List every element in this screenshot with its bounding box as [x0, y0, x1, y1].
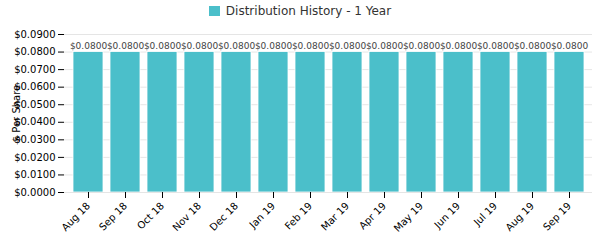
svg-text:Jan 19: Jan 19: [247, 200, 278, 231]
svg-text:$0.0800: $0.0800: [329, 41, 366, 51]
svg-text:Aug 18: Aug 18: [59, 200, 92, 233]
svg-text:$0.0600: $0.0600: [14, 81, 56, 93]
svg-text:Nov 18: Nov 18: [170, 200, 203, 233]
svg-text:$0.0800: $0.0800: [366, 41, 403, 51]
svg-text:Oct 18: Oct 18: [135, 200, 166, 231]
svg-text:Apr 19: Apr 19: [357, 200, 388, 231]
svg-text:Sep 18: Sep 18: [97, 200, 129, 232]
svg-text:$0.0800: $0.0800: [514, 41, 551, 51]
svg-text:$0.0800: $0.0800: [292, 41, 329, 51]
svg-text:$0.0800: $0.0800: [551, 41, 588, 51]
svg-text:$0.0300: $0.0300: [14, 134, 56, 145]
svg-text:$0.0800: $0.0800: [107, 41, 144, 51]
svg-text:Jul 19: Jul 19: [471, 200, 499, 228]
svg-text:Mar 19: Mar 19: [319, 200, 351, 232]
html-text:Distribution History - 1 Year: Distribution History - 1 Year: [225, 4, 392, 18]
svg-text:Sep 19: Sep 19: [541, 200, 573, 232]
svg-text:$ Per Share: $ Per Share: [11, 85, 22, 143]
svg-text:Jun 19: Jun 19: [431, 200, 462, 231]
svg-text:$0.0500: $0.0500: [14, 98, 56, 110]
svg-text:Feb 19: Feb 19: [283, 200, 315, 232]
svg-text:$0.0800: $0.0800: [14, 46, 55, 57]
svg-text:$0.0100: $0.0100: [14, 169, 55, 180]
svg-text:$0.0800: $0.0800: [477, 41, 514, 51]
svg-text:$0.0800: $0.0800: [70, 41, 107, 51]
svg-text:$0.0800: $0.0800: [181, 41, 218, 51]
svg-text:$0.0800: $0.0800: [403, 41, 440, 51]
svg-text:$0.0200: $0.0200: [14, 152, 55, 163]
svg-text:$0.0400: $0.0400: [14, 116, 56, 128]
svg-text:$0.0800: $0.0800: [218, 41, 255, 51]
svg-text:$0.0800: $0.0800: [440, 41, 477, 51]
svg-text:Aug 19: Aug 19: [503, 200, 536, 233]
svg-text:May 19: May 19: [392, 200, 426, 234]
svg-text:$0.0800: $0.0800: [144, 41, 181, 51]
svg-text:$0.0700: $0.0700: [14, 64, 55, 75]
svg-text:Dec 18: Dec 18: [207, 200, 240, 233]
svg-text:$0.0000: $0.0000: [14, 187, 55, 198]
svg-text:$0.0900: $0.0900: [14, 29, 55, 40]
svg-text:$0.0800: $0.0800: [255, 41, 292, 51]
